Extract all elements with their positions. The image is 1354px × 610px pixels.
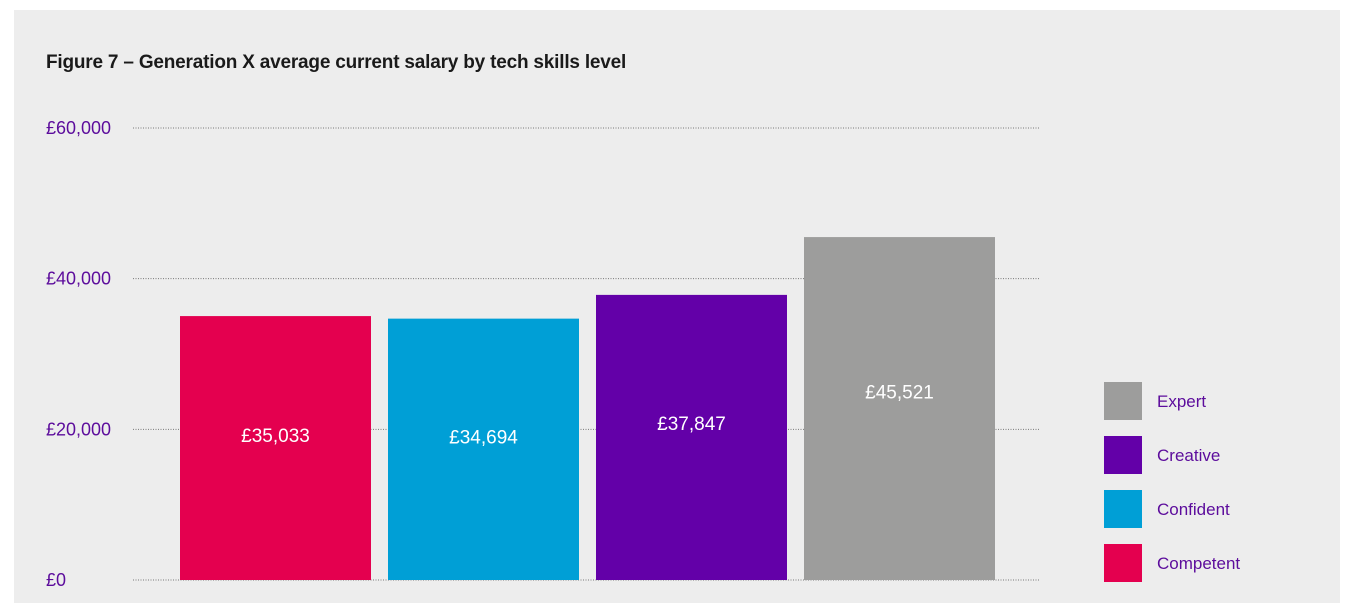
y-tick-label: £40,000 bbox=[46, 269, 111, 289]
bar-confident bbox=[388, 318, 579, 580]
legend-swatch-expert bbox=[1104, 382, 1142, 420]
y-tick-label: £0 bbox=[46, 570, 66, 590]
legend-label-competent: Competent bbox=[1157, 554, 1240, 573]
bar-expert bbox=[804, 237, 995, 580]
legend-swatch-confident bbox=[1104, 490, 1142, 528]
legend-label-creative: Creative bbox=[1157, 446, 1220, 465]
bar-value-label: £34,694 bbox=[449, 427, 518, 448]
chart-title: Figure 7 – Generation X average current … bbox=[46, 52, 627, 73]
y-tick-label: £60,000 bbox=[46, 118, 111, 138]
bar-creative bbox=[596, 294, 787, 580]
bar-value-label: £45,521 bbox=[865, 382, 934, 403]
legend-swatch-competent bbox=[1104, 544, 1142, 582]
bar-value-label: £35,033 bbox=[241, 426, 310, 447]
bar-value-label: £37,847 bbox=[657, 414, 726, 435]
legend-label-expert: Expert bbox=[1157, 392, 1206, 411]
y-tick-label: £20,000 bbox=[46, 419, 111, 439]
legend-label-confident: Confident bbox=[1157, 500, 1230, 519]
legend-swatch-creative bbox=[1104, 436, 1142, 474]
bar-competent bbox=[180, 316, 371, 580]
